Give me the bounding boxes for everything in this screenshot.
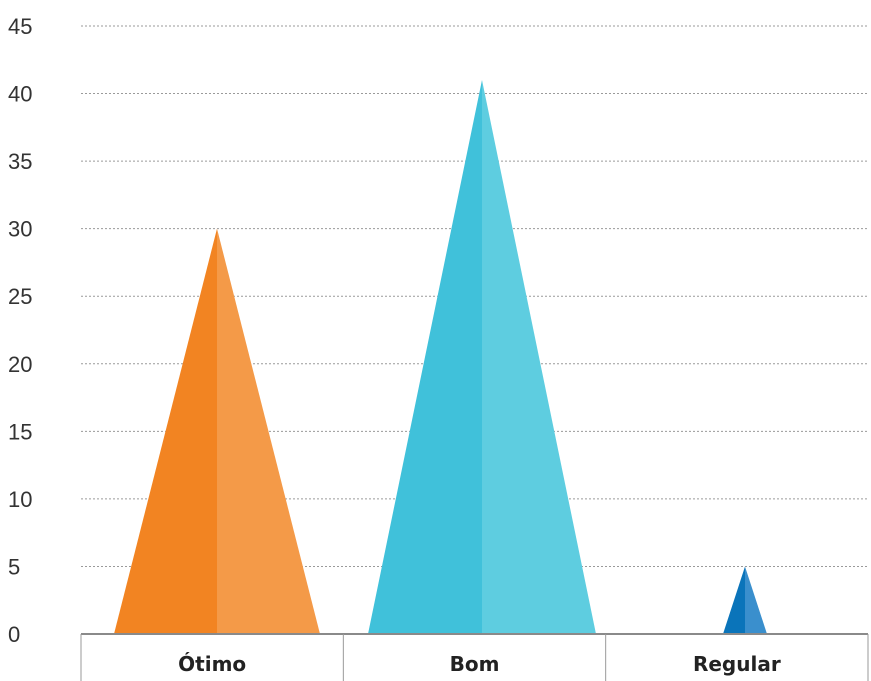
bar-regular xyxy=(723,566,767,634)
x-category-label: Ótimo xyxy=(178,652,246,676)
y-tick-label: 40 xyxy=(8,82,32,107)
x-category-label: Bom xyxy=(450,652,500,676)
x-category-label: Regular xyxy=(693,652,781,676)
bar-left-half xyxy=(114,228,217,634)
bar-right-half xyxy=(482,80,596,635)
bar-ótimo xyxy=(114,228,320,634)
bar-right-half xyxy=(217,228,320,634)
y-tick-label: 30 xyxy=(8,217,32,242)
bar-left-half xyxy=(368,80,482,635)
y-tick-label: 25 xyxy=(8,284,32,309)
y-tick-label: 15 xyxy=(8,419,32,444)
y-tick-label: 0 xyxy=(8,622,20,647)
bar-left-half xyxy=(723,566,745,634)
y-tick-label: 20 xyxy=(8,352,32,377)
bars xyxy=(114,80,767,635)
x-axis: Ótimo Bom Regular xyxy=(80,633,869,681)
y-tick-label: 10 xyxy=(8,487,32,512)
y-tick-label: 35 xyxy=(8,149,32,174)
y-axis-ticks: 0 5 10 15 20 25 30 35 40 45 xyxy=(8,14,32,647)
y-tick-label: 45 xyxy=(8,14,32,39)
bar-bom xyxy=(368,80,596,635)
bar-right-half xyxy=(745,566,767,634)
y-tick-label: 5 xyxy=(8,554,20,579)
